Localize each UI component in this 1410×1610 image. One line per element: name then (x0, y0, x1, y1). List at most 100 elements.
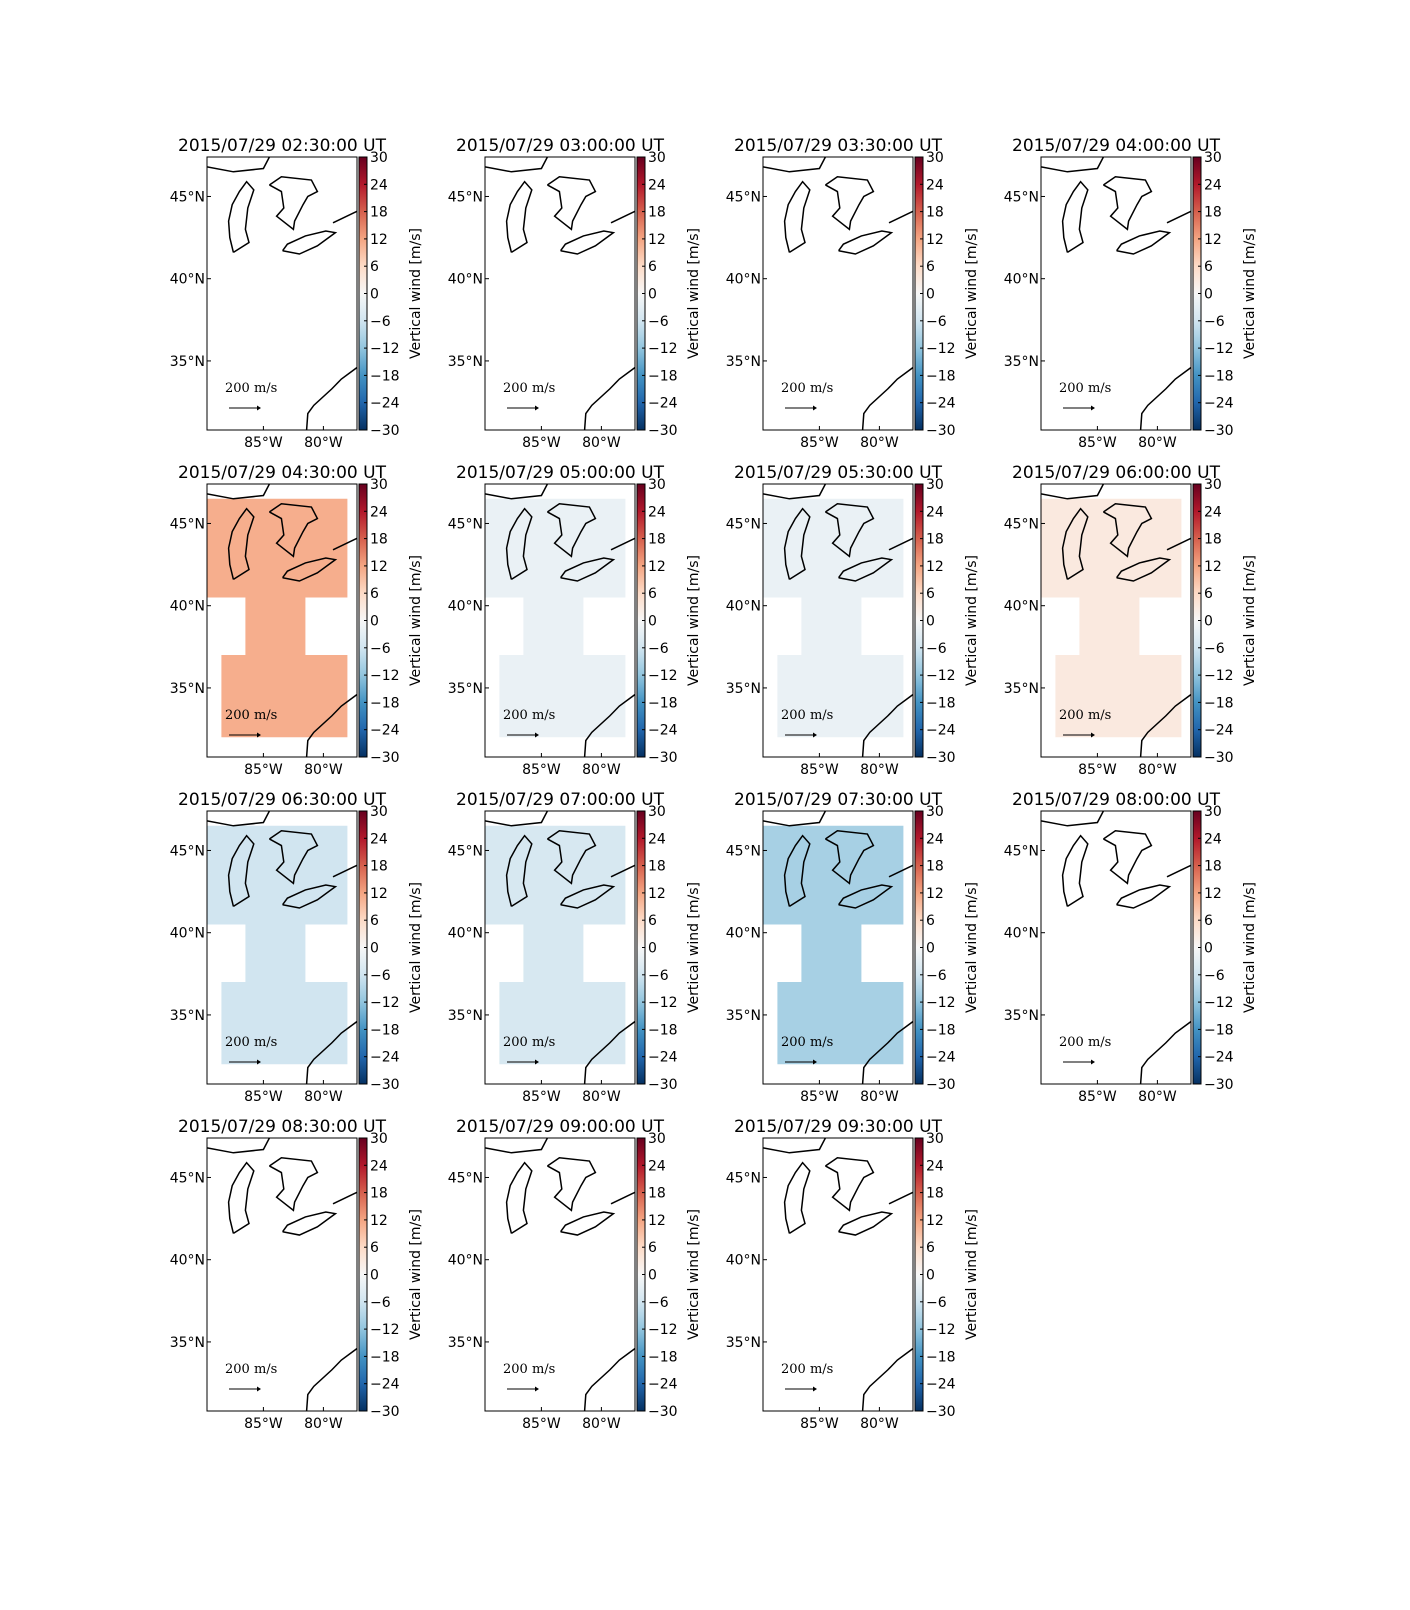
colorbar-tick-label: −30 (370, 750, 400, 766)
quiver-key-label: 200 m/s (225, 381, 277, 396)
colorbar-tick-label: 18 (926, 1186, 944, 1202)
coastline (281, 557, 338, 582)
y-tick-label: 45°N (448, 843, 483, 859)
coastline (559, 557, 616, 582)
coastline (546, 1156, 597, 1212)
coastline (583, 366, 635, 430)
colorbar-tick-label: 30 (926, 804, 944, 820)
coastline (783, 180, 811, 254)
colorbar-tick-label: −12 (926, 668, 956, 684)
coastline (485, 811, 549, 827)
x-tick-label: 85°W (244, 1416, 283, 1432)
colorbar-tick-label: −30 (370, 1077, 400, 1093)
y-tick-label: 40°N (448, 599, 483, 615)
quiver-key-label: 200 m/s (781, 1362, 833, 1377)
colorbar-tick-label: −30 (1204, 750, 1234, 766)
colorbar-tick-label: 0 (1204, 614, 1213, 630)
colorbar-tick-label: 12 (370, 1213, 388, 1229)
colorbar-tick-label: 12 (1204, 232, 1222, 248)
colorbar-tick-label: −18 (648, 1022, 678, 1038)
coastline (546, 175, 597, 231)
colorbar-tick-label: −30 (926, 1404, 956, 1420)
map-area (485, 484, 635, 757)
x-tick-label: 80°W (582, 1416, 621, 1432)
coastline (1102, 502, 1153, 558)
quiver-key-head (257, 405, 261, 411)
colorbar-tick-label: −6 (370, 1295, 391, 1311)
coastline (1115, 884, 1172, 909)
y-tick-label: 40°N (726, 1253, 761, 1269)
colorbar-tick-label: −30 (648, 750, 678, 766)
coastline (861, 1347, 913, 1411)
coastline (268, 829, 319, 885)
quiver-key-head (535, 405, 539, 411)
colorbar-tick-label: −30 (648, 1077, 678, 1093)
colorbar-tick-label: 24 (370, 177, 388, 193)
map-panel: 2015/07/29 06:30:00 UT 35°N 40°N 45°N 85°W 80… (170, 790, 424, 1105)
x-tick-label: 80°W (860, 1089, 899, 1105)
colorbar-tick-label: −24 (926, 396, 956, 412)
coastline (763, 1087, 783, 1090)
colorbar-tick-label: 0 (926, 941, 935, 957)
y-tick-label: 40°N (726, 272, 761, 288)
colorbar-tick-label: 0 (648, 614, 657, 630)
coastline (281, 884, 338, 909)
coastline (783, 834, 811, 908)
map-frame (206, 156, 358, 431)
colorbar-tick-label: −24 (926, 723, 956, 739)
colorbar-label: Vertical wind [m/s] (1242, 882, 1258, 1013)
wind-region (207, 498, 348, 738)
y-tick-label: 40°N (170, 926, 205, 942)
panel-title: 2015/07/29 03:00:00 UT (456, 136, 665, 156)
wind-region (485, 498, 626, 738)
colorbar-tick-label: −30 (370, 423, 400, 439)
x-tick-label: 80°W (304, 435, 343, 451)
colorbar-tick-label: 6 (1204, 586, 1213, 602)
colorbar-tick-label: 12 (370, 886, 388, 902)
coastline (1166, 210, 1191, 224)
colorbar-label: Vertical wind [m/s] (408, 228, 424, 359)
coastline (837, 1211, 894, 1236)
coastline (305, 1020, 357, 1084)
colorbar-tick-label: −30 (926, 423, 956, 439)
coastline (1041, 760, 1061, 763)
colorbar-tick-label: 0 (648, 287, 657, 303)
map-area (1041, 484, 1191, 763)
x-tick-label: 85°W (522, 435, 561, 451)
colorbar-tick-label: 6 (926, 1240, 935, 1256)
colorbar-tick-label: 18 (926, 859, 944, 875)
coastline (559, 230, 616, 255)
coastline (763, 811, 827, 827)
colorbar-tick-label: 6 (370, 259, 379, 275)
x-tick-label: 85°W (522, 1089, 561, 1105)
colorbar-tick-label: 18 (1204, 859, 1222, 875)
map-panel: 2015/07/29 09:30:00 UT 35°N 40°N 45°N 85°W 80… (726, 1117, 980, 1432)
colorbar-tick-label: −24 (370, 723, 400, 739)
colorbar-tick-label: 30 (370, 804, 388, 820)
y-tick-label: 35°N (1004, 681, 1039, 697)
colorbar-tick-label: 6 (926, 913, 935, 929)
colorbar-tick-label: 18 (370, 532, 388, 548)
colorbar-tick-label: 6 (926, 586, 935, 602)
colorbar-tick-label: 24 (926, 1158, 944, 1174)
colorbar-tick-label: 18 (926, 205, 944, 221)
panel-title: 2015/07/29 09:30:00 UT (734, 1117, 943, 1137)
wind-region (1041, 498, 1182, 738)
map-frame (484, 810, 636, 1085)
map-frame (762, 156, 914, 431)
colorbar-tick-label: 18 (370, 1186, 388, 1202)
coastline (1139, 366, 1191, 430)
colorbar-tick-label: −18 (370, 695, 400, 711)
colorbar-tick-label: 12 (370, 559, 388, 575)
colorbar-tick-label: 12 (648, 559, 666, 575)
map-frame (1040, 483, 1192, 758)
colorbar-label: Vertical wind [m/s] (686, 228, 702, 359)
coastline (546, 829, 597, 885)
colorbar-tick-label: −18 (926, 368, 956, 384)
y-tick-label: 45°N (170, 516, 205, 532)
panel-title: 2015/07/29 05:30:00 UT (734, 463, 943, 483)
coastline (1061, 834, 1089, 908)
map-panel: 2015/07/29 08:30:00 UT 35°N 40°N 45°N 85°W 80… (170, 1117, 424, 1432)
colorbar-tick-label: 0 (370, 1268, 379, 1284)
